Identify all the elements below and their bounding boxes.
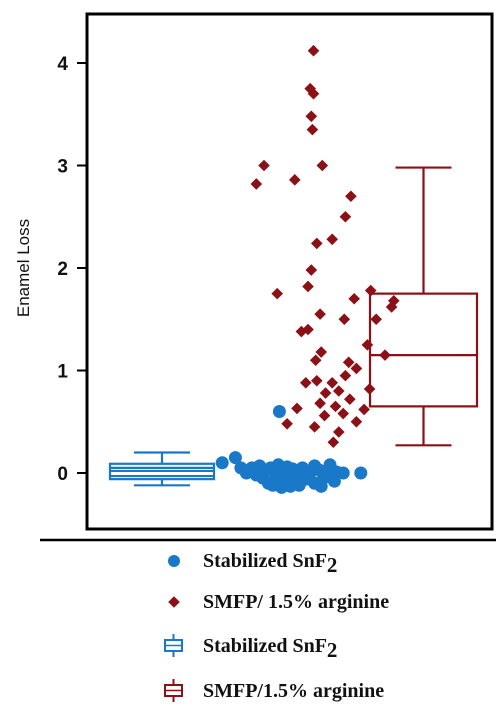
- snf2-data-point: [272, 405, 286, 418]
- smfp-data-point: [307, 87, 320, 100]
- smfp-data-point: [338, 313, 351, 326]
- smfp-data-point: [311, 237, 323, 250]
- legend-label: SMFP/1.5% arginine: [203, 680, 384, 702]
- smfp-data-point: [289, 174, 301, 186]
- legend-entry: Stabilized SnF2: [164, 634, 337, 662]
- smfp-data-point: [379, 349, 391, 361]
- snf2-data-point: [215, 456, 229, 470]
- smfp-data-point: [339, 369, 352, 382]
- smfp-data-point: [316, 159, 329, 172]
- smfp-data-point: [358, 403, 370, 416]
- legend-entry: Stabilized SnF2: [168, 550, 337, 577]
- legend-diamond-marker: [168, 596, 180, 608]
- legend-label: SMFP/ 1.5% arginine: [203, 591, 389, 613]
- legend-entry: SMFP/ 1.5% arginine: [168, 591, 389, 613]
- smfp-data-point: [302, 280, 314, 293]
- smfp-data-point: [281, 418, 293, 430]
- snf2-data-point: [314, 479, 328, 493]
- y-tick-label: 2: [57, 259, 68, 280]
- smfp-data-point: [315, 346, 327, 358]
- y-tick-label: 0: [57, 464, 68, 485]
- y-axis: 0 1 2 3 4: [57, 54, 87, 485]
- smfp-data-point: [300, 377, 312, 389]
- smfp-data-point: [326, 377, 338, 389]
- smfp-data-point: [345, 190, 357, 203]
- smfp-data-point: [326, 233, 338, 246]
- y-tick-label: 3: [57, 157, 68, 178]
- smfp-data-point: [339, 210, 352, 223]
- smfp-data-point: [258, 159, 270, 172]
- smfp-data-point: [327, 436, 340, 449]
- smfp-data-point: [333, 426, 345, 438]
- legend-box-marker: [164, 634, 183, 657]
- smfp-data-point: [342, 356, 355, 369]
- smfp-data-point: [344, 393, 356, 405]
- y-axis-label: Enamel Loss: [14, 219, 33, 317]
- smfp-data-point: [305, 264, 318, 276]
- snf2-data-point: [354, 466, 368, 480]
- smfp-data-point: [291, 402, 303, 415]
- y-tick-label: 1: [57, 362, 68, 383]
- legend-entry: SMFP/1.5% arginine: [164, 679, 384, 702]
- smfp-data-point: [271, 287, 283, 300]
- smfp-data-point: [337, 407, 349, 420]
- smfp-data-point: [348, 292, 360, 305]
- box-plots: [108, 166, 479, 487]
- smfp-data-point: [361, 339, 374, 351]
- snf2-data-point: [323, 458, 337, 472]
- smfp-data-point: [308, 421, 321, 433]
- smfp-data-point: [350, 362, 363, 375]
- smfp-data-point: [364, 284, 377, 297]
- smfp-data-point: [333, 385, 345, 397]
- smfp-data-point: [295, 325, 308, 338]
- smfp-data-point: [388, 295, 400, 307]
- snf2-data-point: [228, 451, 242, 465]
- smfp-data-point: [370, 313, 382, 326]
- smfp-data-point: [307, 44, 320, 57]
- smfp-data-point: [250, 178, 263, 190]
- legend-label: Stabilized SnF2: [203, 550, 337, 577]
- data-points: [215, 44, 400, 494]
- smfp-data-point: [314, 308, 326, 320]
- smfp-data-point: [318, 409, 331, 422]
- smfp-data-point: [385, 301, 398, 313]
- smfp-data-point: [363, 383, 376, 395]
- legend-circle-marker: [168, 555, 180, 567]
- smfp-data-point: [309, 354, 322, 367]
- box-plot: [108, 451, 216, 487]
- snf2-data-point: [336, 466, 350, 480]
- smfp-data-point: [350, 415, 363, 428]
- smfp-data-point: [306, 123, 319, 136]
- smfp-data-point: [305, 110, 318, 123]
- smfp-data-point: [329, 400, 342, 413]
- snf2-data-point: [308, 459, 322, 473]
- legend-box-marker: [164, 679, 183, 702]
- smfp-data-point: [314, 397, 326, 410]
- y-tick-label: 4: [57, 54, 68, 75]
- legend-label: Stabilized SnF2: [203, 635, 337, 662]
- smfp-data-point: [319, 387, 332, 399]
- smfp-data-point: [311, 374, 323, 387]
- legend: Stabilized SnF2 SMFP/ 1.5% arginine Stabil…: [164, 550, 389, 702]
- snf2-data-point: [327, 474, 341, 488]
